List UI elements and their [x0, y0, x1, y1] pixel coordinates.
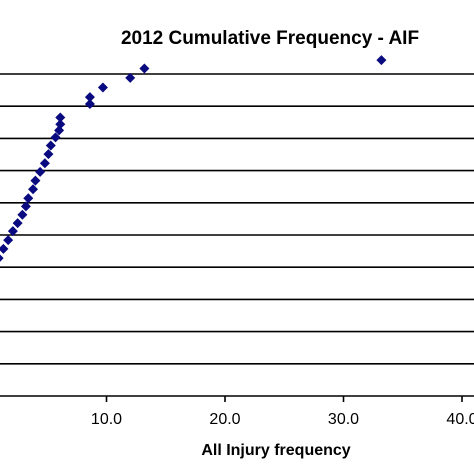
x-axis-label: All Injury frequency	[201, 442, 350, 459]
data-point	[30, 175, 41, 186]
data-point	[0, 254, 4, 262]
x-tick-label: 10.0	[91, 411, 122, 428]
data-point	[97, 82, 108, 93]
data-point	[28, 184, 39, 195]
data-point	[7, 226, 18, 237]
data-point	[84, 92, 95, 103]
data-point	[45, 140, 56, 151]
x-tick-labels: 10.0 20.0 30.0 40.0	[91, 411, 474, 428]
data-point	[376, 55, 387, 66]
data-point	[17, 209, 28, 220]
data-point	[125, 72, 136, 83]
x-tick-label: 40.0	[446, 411, 474, 428]
data-point	[50, 132, 61, 143]
chart-title: 2012 Cumulative Frequency - AIF	[121, 28, 419, 49]
x-tick-label: 20.0	[209, 411, 240, 428]
data-point	[23, 193, 34, 204]
x-tick-label: 30.0	[328, 411, 359, 428]
data-point	[0, 243, 9, 254]
data-point	[55, 119, 66, 130]
data-point	[3, 235, 14, 246]
data-point	[43, 149, 54, 160]
data-point	[84, 98, 95, 109]
data-point	[54, 125, 65, 136]
data-point	[35, 166, 46, 177]
data-point	[55, 112, 66, 123]
x-axis	[0, 395, 474, 402]
data-point	[139, 63, 150, 74]
data-point	[12, 218, 23, 229]
data-points	[0, 55, 387, 267]
data-point	[20, 201, 31, 212]
grid-lines	[0, 73, 474, 365]
data-point	[39, 158, 50, 169]
